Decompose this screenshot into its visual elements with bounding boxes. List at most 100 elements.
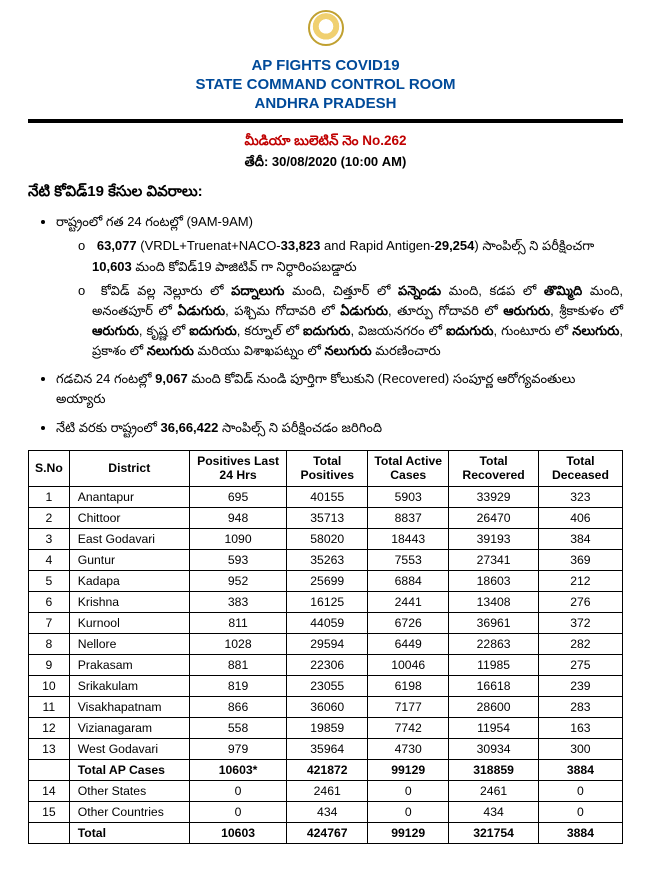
item-total-samples: నేటి వరకు రాష్ట్రంలో 36,66,422 సాంపిల్స్…: [56, 418, 623, 438]
cell-value: 2441: [368, 591, 449, 612]
cell-value: 10046: [368, 654, 449, 675]
th-sno: S.No: [29, 450, 70, 486]
cell-value: 0: [189, 780, 287, 801]
cell-value: 0: [368, 780, 449, 801]
cell-value: 811: [189, 612, 287, 633]
cell-value: 948: [189, 507, 287, 528]
cell-district: Kurnool: [69, 612, 189, 633]
header-line-1: AP FIGHTS COVID19: [28, 57, 623, 76]
cell-value: 26470: [449, 507, 539, 528]
cell-value: 4730: [368, 738, 449, 759]
cell-value: 0: [538, 780, 622, 801]
cell-value: 3884: [538, 759, 622, 780]
cell-value: 318859: [449, 759, 539, 780]
item-24hr: రాష్ట్రంలో గత 24 గంటల్లో (9AM-9AM) 63,07…: [56, 212, 623, 361]
cell-value: 383: [189, 591, 287, 612]
cell-district: East Godavari: [69, 528, 189, 549]
cell-sno: 14: [29, 780, 70, 801]
cell-value: 5903: [368, 486, 449, 507]
cell-value: 695: [189, 486, 287, 507]
cell-value: 19859: [287, 717, 368, 738]
header-line-3: ANDHRA PRADESH: [28, 95, 623, 114]
cell-sno: [29, 822, 70, 843]
cell-value: 58020: [287, 528, 368, 549]
cell-district: Prakasam: [69, 654, 189, 675]
cell-value: 23055: [287, 675, 368, 696]
cell-value: 22306: [287, 654, 368, 675]
cell-value: 7553: [368, 549, 449, 570]
cell-value: 434: [287, 801, 368, 822]
table-row: 6Krishna38316125244113408276: [29, 591, 623, 612]
th-recovered: Total Recovered: [449, 450, 539, 486]
cell-value: 323: [538, 486, 622, 507]
cell-value: 36060: [287, 696, 368, 717]
cell-district: West Godavari: [69, 738, 189, 759]
cell-value: 7177: [368, 696, 449, 717]
cell-district: Vizianagaram: [69, 717, 189, 738]
cell-value: 300: [538, 738, 622, 759]
cell-value: 40155: [287, 486, 368, 507]
cell-value: 276: [538, 591, 622, 612]
cell-value: 3884: [538, 822, 622, 843]
cell-value: 36961: [449, 612, 539, 633]
cell-district: Other Countries: [69, 801, 189, 822]
table-row: Total10603424767991293217543884: [29, 822, 623, 843]
cell-sno: 5: [29, 570, 70, 591]
table-row: 13West Godavari97935964473030934300: [29, 738, 623, 759]
th-positives: Total Positives: [287, 450, 368, 486]
cell-value: 16618: [449, 675, 539, 696]
report-list: రాష్ట్రంలో గత 24 గంటల్లో (9AM-9AM) 63,07…: [56, 212, 623, 437]
cell-value: 8837: [368, 507, 449, 528]
cell-sno: 2: [29, 507, 70, 528]
cell-value: 25699: [287, 570, 368, 591]
cell-value: 10603*: [189, 759, 287, 780]
bulletin-block: మీడియా బులెటిన్ నెం No.262 తేదీ: 30/08/2…: [28, 133, 623, 173]
cell-district: Krishna: [69, 591, 189, 612]
cell-value: 39193: [449, 528, 539, 549]
bulletin-number: మీడియా బులెటిన్ నెం No.262: [28, 133, 623, 152]
cell-value: 369: [538, 549, 622, 570]
cell-value: 212: [538, 570, 622, 591]
cell-value: 384: [538, 528, 622, 549]
table-row: 9Prakasam881223061004611985275: [29, 654, 623, 675]
cell-value: 979: [189, 738, 287, 759]
table-row: 2Chittoor94835713883726470406: [29, 507, 623, 528]
cell-value: 6884: [368, 570, 449, 591]
cell-district: Srikakulam: [69, 675, 189, 696]
table-body: 1Anantapur695401555903339293232Chittoor9…: [29, 486, 623, 843]
table-row: 3East Godavari1090580201844339193384: [29, 528, 623, 549]
table-row: 11Visakhapatnam86636060717728600283: [29, 696, 623, 717]
cell-sno: 11: [29, 696, 70, 717]
table-row: 14Other States02461024610: [29, 780, 623, 801]
table-row: 7Kurnool81144059672636961372: [29, 612, 623, 633]
cell-value: 372: [538, 612, 622, 633]
cell-value: 6198: [368, 675, 449, 696]
cell-value: 275: [538, 654, 622, 675]
state-emblem-icon: [308, 10, 344, 46]
cell-value: 35964: [287, 738, 368, 759]
cell-value: 11985: [449, 654, 539, 675]
cell-value: 18443: [368, 528, 449, 549]
cell-value: 27341: [449, 549, 539, 570]
item-deaths: కోవిడ్ వల్ల నెల్లూరు లో పద్నాలుగు మంది, …: [78, 281, 623, 362]
th-24hr: Positives Last 24 Hrs: [189, 450, 287, 486]
divider: [28, 119, 623, 123]
cell-district: Chittoor: [69, 507, 189, 528]
cell-value: 22863: [449, 633, 539, 654]
cell-value: 558: [189, 717, 287, 738]
cell-value: 0: [189, 801, 287, 822]
cell-value: 0: [368, 801, 449, 822]
cell-value: 952: [189, 570, 287, 591]
cell-district: Visakhapatnam: [69, 696, 189, 717]
th-active: Total Active Cases: [368, 450, 449, 486]
cell-value: 99129: [368, 822, 449, 843]
cell-value: 16125: [287, 591, 368, 612]
table-row: 5Kadapa95225699688418603212: [29, 570, 623, 591]
cell-value: 2461: [287, 780, 368, 801]
item-recovered: గడచిన 24 గంటల్లో 9,067 మంది కోవిడ్ నుండి…: [56, 369, 623, 409]
table-row: 15Other Countries043404340: [29, 801, 623, 822]
header-block: AP FIGHTS COVID19 STATE COMMAND CONTROL …: [28, 57, 623, 113]
cell-value: 7742: [368, 717, 449, 738]
cell-district: Other States: [69, 780, 189, 801]
cell-value: 33929: [449, 486, 539, 507]
